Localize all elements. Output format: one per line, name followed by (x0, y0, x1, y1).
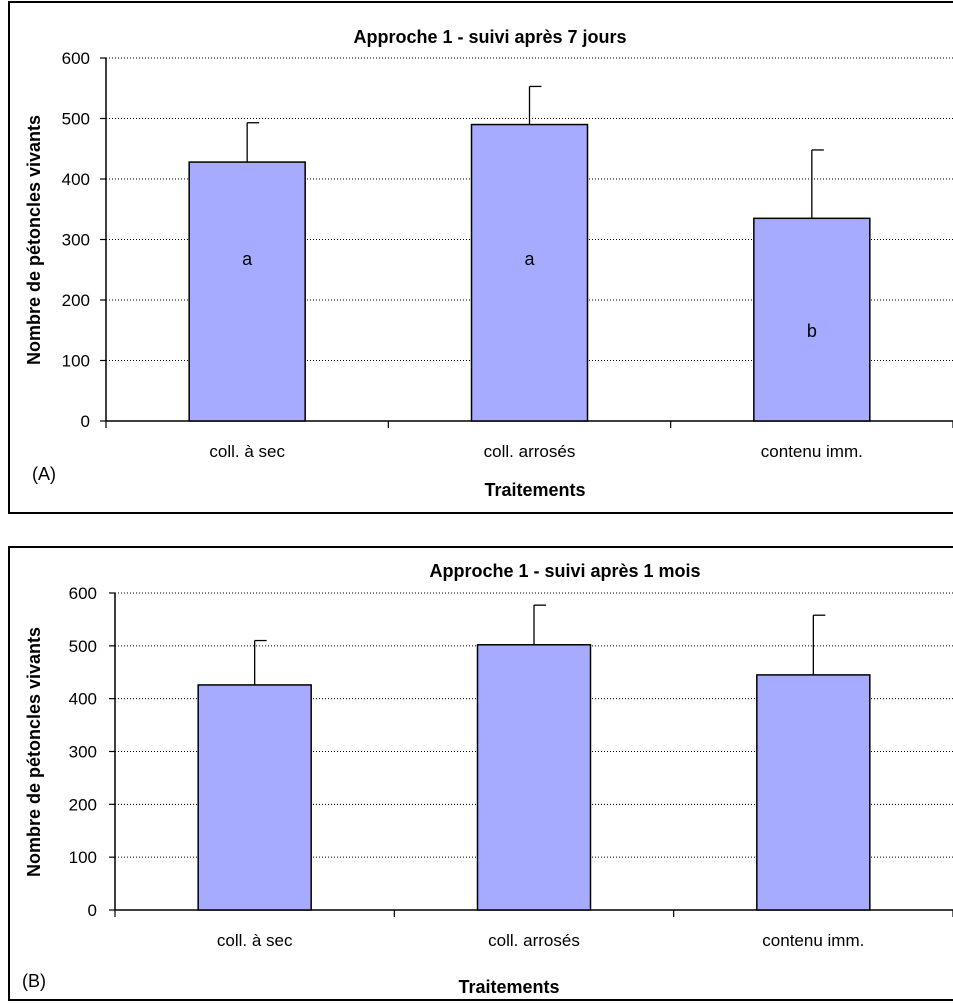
chart-b-y-tick-label: 200 (69, 795, 97, 814)
chart-a-bar (753, 217, 871, 422)
chart-b-panel-label: (B) (22, 971, 46, 991)
chart-a-y-tick-label: 500 (62, 110, 90, 129)
chart-a-title: Approche 1 - suivi après 7 jours (353, 27, 626, 47)
chart-a-bar (470, 123, 589, 422)
chart-a-panel-label: (A) (32, 464, 56, 484)
chart-a-x-axis-title: Traitements (484, 480, 585, 500)
chart-a-category-label: coll. à sec (209, 442, 285, 461)
chart-b-category-label: coll. arrosés (488, 931, 580, 950)
chart-b-y-tick-label: 500 (69, 637, 97, 656)
chart-b-category-label: coll. à sec (217, 931, 293, 950)
chart-b-x-axis-title: Traitements (458, 977, 559, 997)
chart-b-y-tick-label: 100 (69, 848, 97, 867)
chart-a-significance-letter: a (242, 249, 253, 269)
chart-a-y-axis-title: Nombre de pétoncles vivants (24, 115, 44, 365)
chart-a-y-tick-label: 0 (81, 412, 90, 431)
chart-b-y-tick-label: 300 (69, 743, 97, 762)
chart-b-bar (197, 684, 312, 911)
chart-b-y-tick-label: 400 (69, 690, 97, 709)
chart-a-y-tick-label: 100 (62, 352, 90, 371)
chart-a-category-label: contenu imm. (761, 442, 863, 461)
chart-b-y-tick-label: 0 (88, 901, 97, 920)
chart-a-significance-letter: a (524, 249, 535, 269)
chart-b-bar (756, 674, 871, 911)
chart-b-category-label: contenu imm. (762, 931, 864, 950)
chart-b-y-tick-label: 600 (69, 584, 97, 603)
chart-a-y-tick-label: 300 (62, 231, 90, 250)
chart-b-y-axis-title: Nombre de pétoncles vivants (24, 627, 44, 877)
chart-a-y-tick-label: 400 (62, 170, 90, 189)
chart-a-y-tick-label: 200 (62, 291, 90, 310)
chart-a-bar (188, 161, 306, 422)
chart-a-significance-letter: b (807, 321, 817, 341)
chart-b-bar (476, 644, 592, 911)
chart-a-category-label: coll. arrosés (484, 442, 576, 461)
chart-a-y-tick-label: 600 (62, 49, 90, 68)
chart-b-title: Approche 1 - suivi après 1 mois (429, 561, 700, 581)
